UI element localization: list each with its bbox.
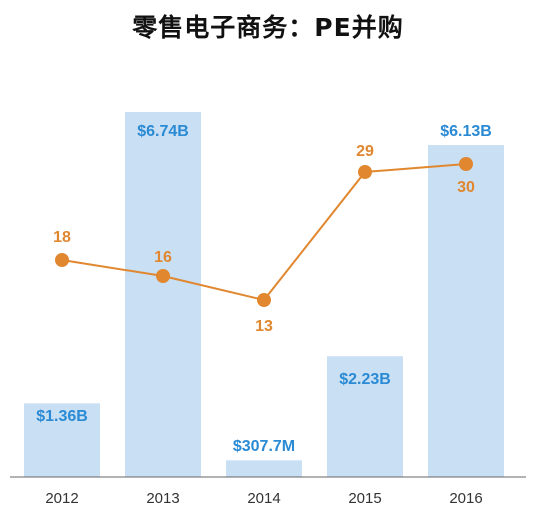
bar-2012 [24,403,100,477]
line-point-2012 [55,253,69,267]
x-tick-2016: 2016 [449,490,482,507]
line-label-2016: 30 [457,179,475,196]
bar-label-2016: $6.13B [440,123,492,140]
line-label-2013: 16 [154,249,172,266]
line-label-2012: 18 [53,229,71,246]
bar-2015 [327,356,403,477]
deal-count-line [61,163,467,302]
line-label-2015: 29 [356,143,374,160]
x-axis-ticks: 2012 2013 2014 2015 2016 [45,490,482,507]
line-point-2016 [459,157,473,171]
bar-label-2014: $307.7M [233,438,295,455]
x-tick-2012: 2012 [45,490,78,507]
line-point-2013 [156,269,170,283]
bar-2013 [125,112,201,477]
bar-2016 [428,145,504,477]
bars-layer: $1.36B $6.74B $307.7M $2.23B $6.13B [24,112,504,477]
bar-label-2015: $2.23B [339,371,391,388]
line-point-2015 [358,165,372,179]
bar-label-2013: $6.74B [137,123,189,140]
line-label-2014: 13 [255,318,273,335]
x-tick-2015: 2015 [348,490,381,507]
line-point-2014 [257,293,271,307]
x-tick-2013: 2013 [146,490,179,507]
x-tick-2014: 2014 [247,490,280,507]
chart-title: 零售电子商务：PE并购 [132,13,404,42]
bar-2014 [226,460,302,477]
bar-label-2012: $1.36B [36,408,88,425]
line-layer: 18 16 13 29 30 [53,143,475,335]
